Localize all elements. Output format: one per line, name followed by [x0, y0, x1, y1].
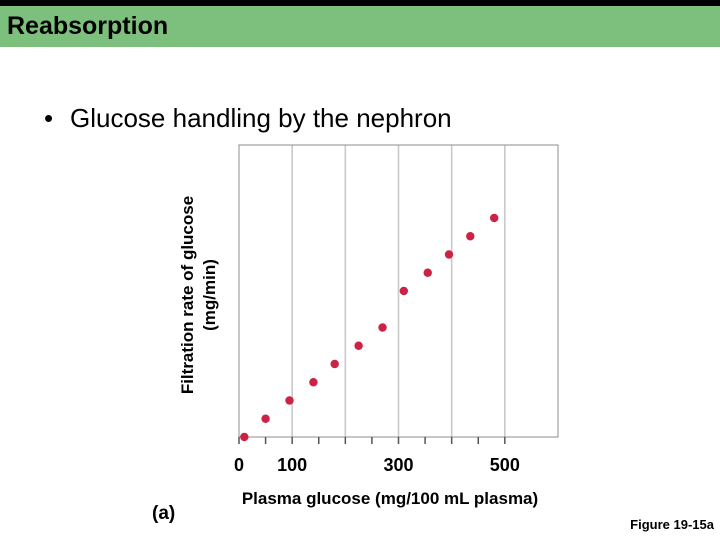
x-tick-label-0: 0: [234, 455, 244, 475]
x-tick-label-100: 100: [277, 455, 307, 475]
data-point-0-6: [378, 323, 387, 332]
y-axis-title: Filtration rate of glucose (mg/min): [178, 196, 219, 394]
data-point-0-9: [444, 250, 454, 259]
data-point-0-11: [490, 213, 499, 223]
data-point-0-7: [399, 286, 409, 296]
bullet-point: • Glucose handling by the nephron: [44, 103, 452, 134]
bullet-glyph: •: [44, 103, 54, 133]
point-layer: [240, 213, 499, 442]
bullet-text: Glucose handling by the nephron: [70, 103, 452, 133]
data-point-0-8: [423, 268, 432, 277]
figure-caption: Figure 19-15a: [630, 517, 714, 532]
top-border: [0, 0, 720, 6]
y-axis-title-line2: (mg/min): [200, 259, 219, 331]
x-tick-label-300: 300: [383, 455, 413, 475]
data-point-0-2: [285, 396, 294, 405]
y-axis-title-line1: Filtration rate of glucose: [178, 196, 197, 394]
data-point-0-4: [330, 359, 339, 369]
grid-layer: [291, 145, 506, 437]
data-point-0-5: [354, 341, 363, 350]
data-point-0-0: [240, 432, 249, 442]
x-axis-title: Plasma glucose (mg/100 mL plasma): [242, 489, 538, 508]
x-tick-label-500: 500: [490, 455, 520, 475]
tick-layer: [238, 437, 506, 444]
tick-label-layer: 0 100 300 500: [234, 455, 520, 475]
slide-title: Reabsorption: [7, 12, 169, 40]
title-bar: [0, 6, 720, 47]
data-point-0-10: [466, 232, 475, 241]
panel-label: (a): [152, 503, 175, 524]
data-point-0-3: [309, 378, 318, 387]
data-point-0-1: [261, 414, 270, 423]
